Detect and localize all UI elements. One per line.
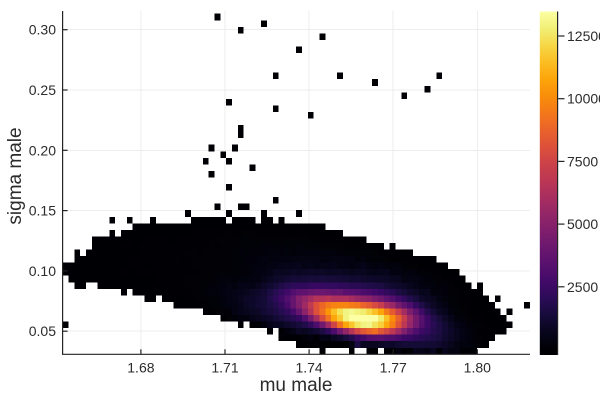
svg-text:7500: 7500 <box>567 153 598 169</box>
svg-text:sigma male: sigma male <box>5 127 26 224</box>
svg-text:0.30: 0.30 <box>29 22 56 38</box>
svg-text:1.74: 1.74 <box>295 360 322 376</box>
svg-text:1.80: 1.80 <box>464 360 491 376</box>
svg-text:mu male: mu male <box>260 375 333 396</box>
svg-text:10000: 10000 <box>567 91 600 107</box>
svg-text:2500: 2500 <box>567 279 598 295</box>
svg-text:0.15: 0.15 <box>29 203 56 219</box>
svg-text:0.20: 0.20 <box>29 142 56 158</box>
svg-text:1.77: 1.77 <box>380 360 407 376</box>
svg-text:12500: 12500 <box>567 28 600 44</box>
svg-text:0.05: 0.05 <box>29 323 56 339</box>
svg-text:5000: 5000 <box>567 216 598 232</box>
svg-text:1.71: 1.71 <box>211 360 238 376</box>
svg-text:0.10: 0.10 <box>29 263 56 279</box>
svg-text:1.68: 1.68 <box>127 360 154 376</box>
svg-text:0.25: 0.25 <box>29 82 56 98</box>
